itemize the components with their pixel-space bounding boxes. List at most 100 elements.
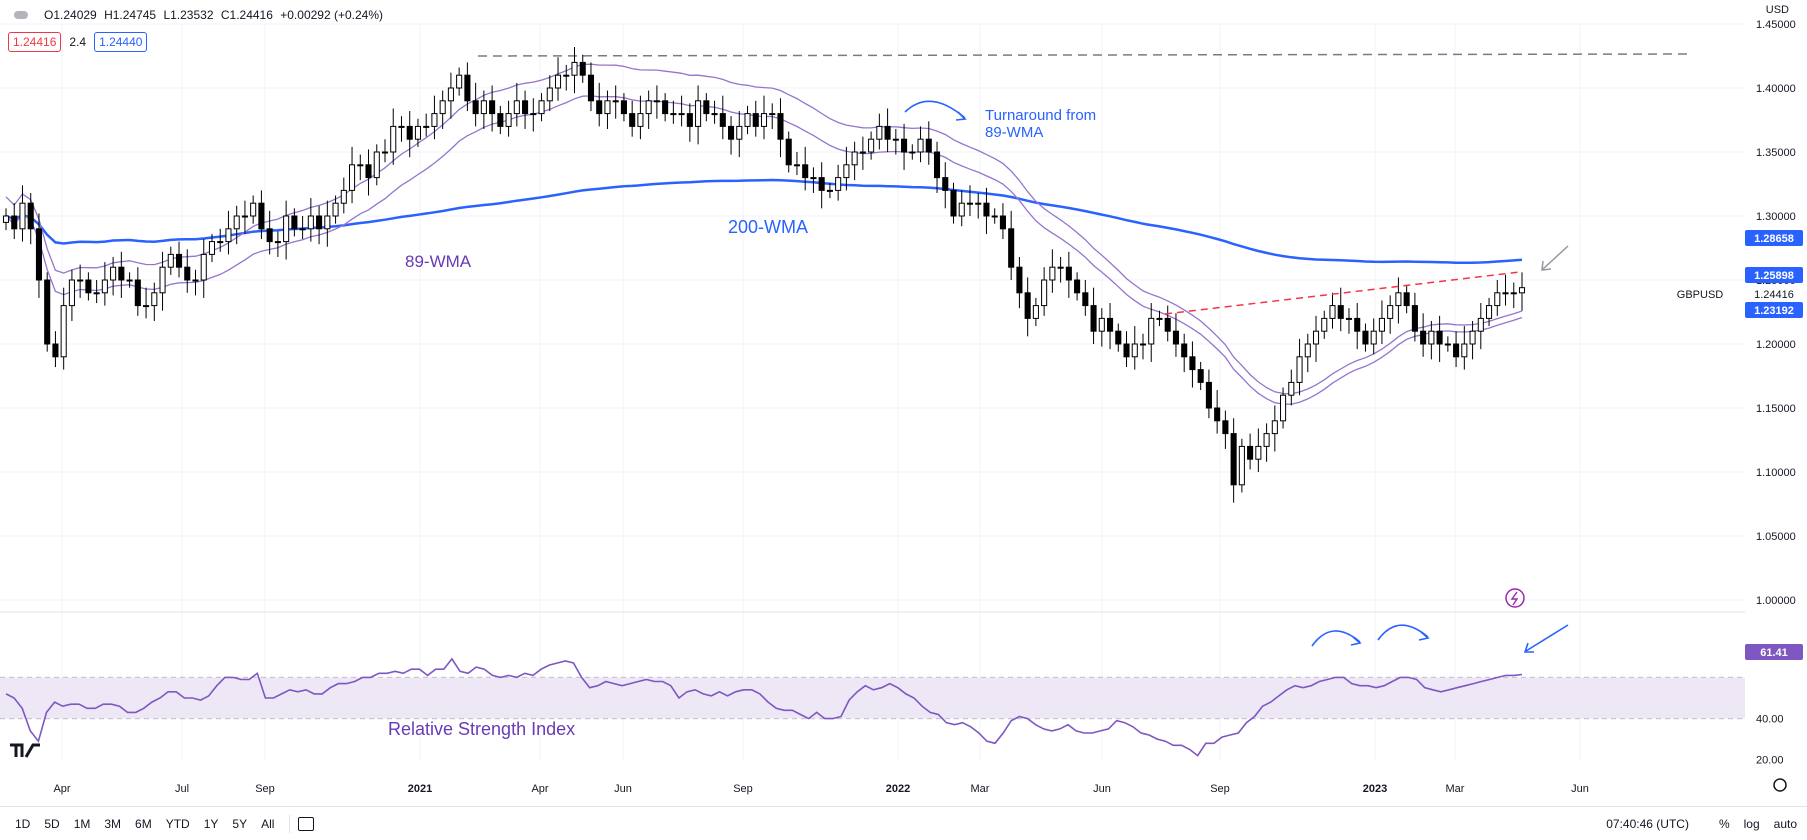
- candle: [266, 210, 273, 255]
- candle: [110, 256, 117, 296]
- rsi-arrow-1: [1311, 630, 1361, 647]
- candle: [497, 105, 504, 135]
- candle: [719, 95, 726, 140]
- candle: [439, 90, 446, 129]
- candle: [1436, 315, 1443, 362]
- wma-200-label: 200-WMA: [728, 217, 808, 237]
- candle: [1378, 300, 1385, 344]
- tradingview-logo: [10, 743, 40, 758]
- candle: [884, 108, 891, 152]
- date-range-calendar-icon[interactable]: [298, 816, 315, 831]
- candle: [93, 280, 100, 304]
- time-axis[interactable]: Apr Jul Sep 2021 Apr Jun Sep 2022 Mar Jun Sep 2023 M…: [53, 783, 1588, 795]
- price-tick-label: 1.05000: [1756, 531, 1796, 543]
- timeframe-button-3m[interactable]: 3M: [104, 816, 122, 831]
- alert-lightning-icon[interactable]: [1505, 588, 1525, 608]
- currency-selector[interactable]: USD: [1765, 4, 1789, 16]
- price-axis[interactable]: 1.450001.400001.350001.300001.250001.200…: [1756, 19, 1796, 767]
- buy-button[interactable]: 1.24440: [94, 32, 148, 52]
- auto-scale-toggle[interactable]: auto: [1773, 816, 1797, 831]
- candle: [909, 144, 916, 160]
- candle: [44, 272, 51, 352]
- candle: [1065, 251, 1072, 298]
- candle: [1238, 438, 1245, 493]
- price-label-wma89: 1.28658: [1745, 230, 1803, 246]
- candle: [670, 100, 677, 124]
- timeframe-button-1y[interactable]: 1Y: [203, 816, 219, 831]
- price-label-rsi: 61.41: [1745, 644, 1803, 660]
- candle: [522, 90, 529, 129]
- timeframe-button-1d[interactable]: 1D: [15, 816, 31, 831]
- candle: [431, 95, 438, 140]
- candle: [802, 146, 809, 191]
- candle: [291, 208, 298, 237]
- candle: [538, 93, 545, 122]
- timeframe-button-6m[interactable]: 6M: [135, 816, 152, 831]
- collapse-icon[interactable]: [14, 11, 28, 19]
- candle: [151, 282, 158, 321]
- candle: [1139, 333, 1147, 360]
- candle: [68, 269, 75, 321]
- candle: [785, 131, 792, 173]
- candle: [1230, 418, 1237, 503]
- candle: [530, 98, 537, 132]
- candle: [513, 82, 520, 127]
- percent-scale-toggle[interactable]: %: [1718, 816, 1730, 831]
- utc-clock[interactable]: 07:40:46 (UTC): [1606, 816, 1689, 831]
- candle: [1428, 320, 1435, 360]
- time-tick-label: Jun: [1093, 783, 1111, 795]
- candle: [77, 264, 84, 298]
- candle: [596, 82, 603, 127]
- candle: [1304, 333, 1311, 373]
- candle: [826, 182, 833, 199]
- candle: [703, 93, 710, 122]
- svg-text:1.23192: 1.23192: [1754, 305, 1794, 317]
- candle: [686, 103, 693, 142]
- candle: [810, 167, 817, 193]
- time-tick-label: 2023: [1363, 783, 1387, 795]
- timeframe-button-5d[interactable]: 5D: [44, 816, 60, 831]
- candle: [2, 208, 10, 231]
- log-scale-toggle[interactable]: log: [1743, 816, 1760, 831]
- time-tick-label: 2022: [886, 783, 910, 795]
- candle: [1098, 308, 1105, 347]
- candle: [1469, 320, 1476, 360]
- candle: [563, 64, 570, 91]
- timeframe-button-5y[interactable]: 5Y: [232, 816, 248, 831]
- candle: [299, 216, 306, 240]
- candle: [728, 116, 735, 155]
- candle: [1345, 308, 1353, 334]
- candle: [373, 144, 380, 186]
- candle: [274, 231, 281, 257]
- candle: [612, 85, 619, 119]
- candle: [1395, 277, 1402, 324]
- candle: [777, 98, 784, 158]
- settings-gear-icon[interactable]: [1773, 778, 1787, 792]
- candle: [744, 105, 751, 135]
- rsi-arrow-1-head: [1350, 636, 1362, 646]
- candle: [472, 82, 479, 127]
- candle: [1049, 249, 1056, 293]
- turnaround-arrow-head: [955, 111, 967, 121]
- ohlc-legend: O1.24029 H1.24745 L1.23532 C1.24416 +0.0…: [14, 8, 387, 22]
- time-tick-label: Jul: [175, 783, 189, 795]
- turnaround-label-line2: 89-WMA: [985, 124, 1043, 141]
- svg-text:1.28658: 1.28658: [1754, 233, 1794, 245]
- rsi-tick-label: 40.00: [1756, 714, 1784, 726]
- candle: [1205, 369, 1212, 419]
- sell-button[interactable]: 1.24416: [8, 32, 62, 52]
- candle: [736, 111, 743, 158]
- timeframe-button-1m[interactable]: 1M: [73, 816, 91, 831]
- timeframe-button-ytd[interactable]: YTD: [165, 816, 190, 831]
- price-label-upper-ma: 1.25898: [1745, 267, 1803, 283]
- candle: [456, 67, 463, 96]
- candle: [1016, 256, 1023, 309]
- candle: [365, 149, 372, 196]
- candle: [208, 233, 216, 263]
- candle: [1362, 323, 1369, 352]
- candle: [645, 90, 652, 129]
- candle: [1263, 423, 1270, 462]
- time-tick-label: Jun: [614, 783, 632, 795]
- timeframe-button-all[interactable]: All: [261, 816, 275, 831]
